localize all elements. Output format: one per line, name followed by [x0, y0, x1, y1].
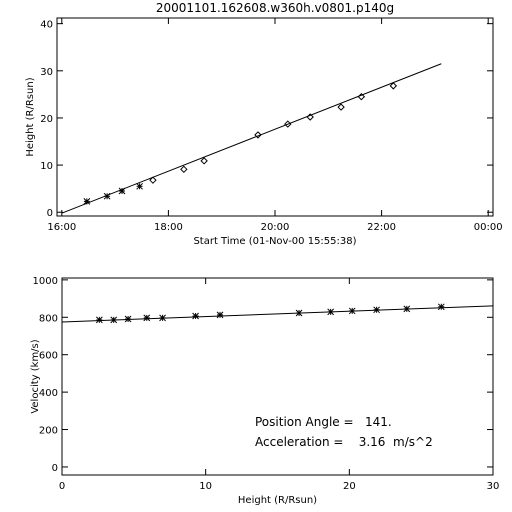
x-tick-label: 20:00 — [261, 222, 290, 233]
annotation: Position Angle = 141. — [255, 415, 392, 429]
y-tick-label: 20 — [40, 114, 53, 125]
asterisk-marker — [136, 182, 143, 190]
x-tick-label: 16:00 — [47, 222, 76, 233]
diamond-marker — [200, 157, 208, 165]
y-tick-label: 10 — [40, 161, 53, 172]
y-tick-label: 600 — [39, 351, 58, 362]
x-tick-label: 00:00 — [474, 222, 503, 233]
y-tick-label: 30 — [40, 67, 53, 78]
x-axis-label: Height (R/Rsun) — [238, 495, 317, 506]
plot-frame — [61, 277, 494, 476]
fit-line — [61, 63, 442, 214]
diamond-marker — [389, 82, 398, 90]
y-tick-label: 0 — [47, 208, 53, 219]
asterisk-marker — [83, 198, 91, 205]
y-tick-label: 1000 — [33, 276, 58, 287]
x-axis-label: Start Time (01-Nov-00 15:55:38) — [193, 236, 356, 247]
fit-line — [61, 305, 494, 323]
diamond-marker — [149, 176, 157, 184]
diamond-marker — [180, 165, 188, 174]
x-tick-label: 20 — [343, 481, 356, 492]
plot-frame — [56, 17, 494, 217]
x-tick-label: 22:00 — [367, 222, 396, 233]
y-tick-label: 40 — [40, 20, 53, 31]
asterisk-marker — [118, 187, 126, 195]
y-tick-label: 800 — [39, 313, 58, 324]
y-axis-label: Height (R/Rsun) — [25, 77, 36, 156]
diamond-marker — [337, 103, 345, 111]
asterisk-marker — [124, 315, 132, 323]
x-tick-label: 18:00 — [154, 222, 183, 233]
asterisk-marker — [95, 316, 103, 324]
y-axis-label: Velocity (km/s) — [30, 339, 41, 413]
annotation: Acceleration = 3.16 m/s^2 — [255, 435, 433, 449]
asterisk-marker — [437, 303, 445, 311]
asterisk-marker — [103, 192, 111, 200]
x-tick-label: 30 — [487, 481, 500, 492]
asterisk-marker — [143, 314, 151, 322]
asterisk-marker — [192, 312, 199, 320]
diamond-marker — [254, 131, 262, 139]
y-tick-label: 200 — [39, 426, 58, 437]
x-tick-label: 0 — [59, 481, 65, 492]
x-tick-label: 10 — [199, 481, 212, 492]
asterisk-marker — [216, 311, 224, 319]
y-tick-label: 400 — [39, 388, 58, 399]
chart-title: 20001101.162608.w360h.v0801.p140g — [156, 1, 394, 15]
y-tick-label: 0 — [52, 463, 58, 474]
